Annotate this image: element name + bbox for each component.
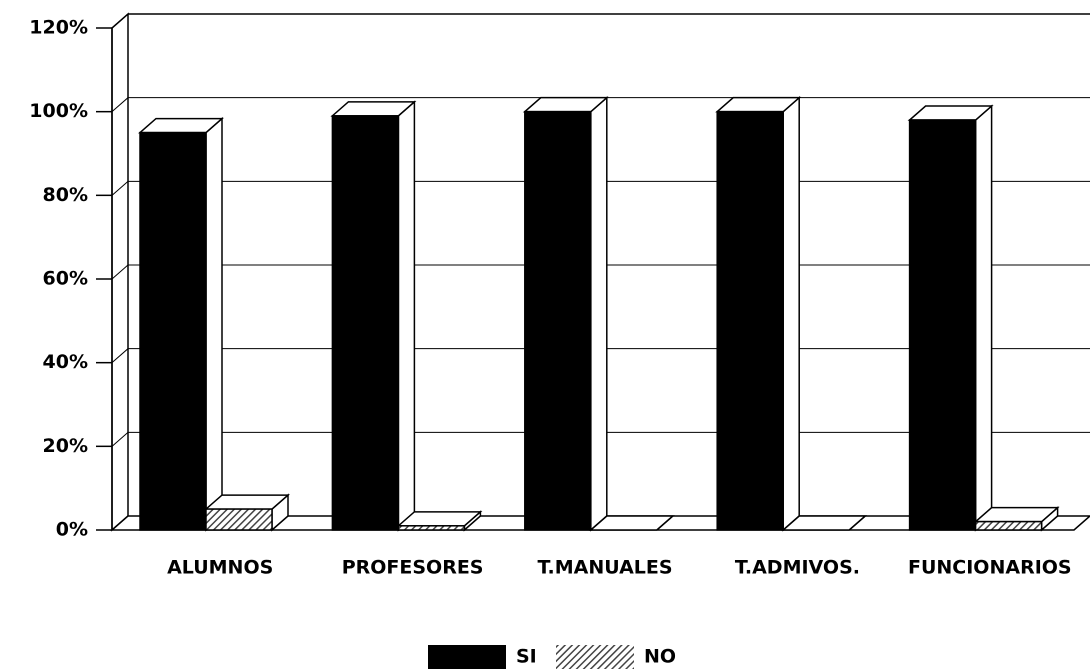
grid-line-side (111, 97, 129, 113)
bar (331, 115, 400, 531)
x-tick-label: ALUMNOS (167, 557, 273, 579)
legend-label: SI (516, 646, 537, 668)
y-tick-label: 60% (43, 268, 88, 290)
grid-line-side (111, 264, 129, 280)
bar-side (782, 96, 800, 532)
y-tick-label: 100% (29, 100, 88, 122)
bar (205, 508, 273, 531)
x-tick-label: T.ADMIVOS. (735, 557, 860, 579)
legend-swatch (428, 645, 506, 669)
bar-top (588, 515, 675, 531)
grid-line-side (111, 515, 129, 531)
grid-line-side (111, 431, 129, 447)
grid-line-side (111, 13, 129, 29)
bar-side (590, 96, 608, 532)
y-tick-label: 120% (29, 17, 88, 39)
bar (716, 110, 784, 531)
y-tick-label: 20% (43, 435, 88, 457)
bar-side (205, 116, 223, 532)
y-tick-label: 80% (43, 184, 88, 206)
bar (974, 520, 1043, 531)
y-tick-label: 40% (43, 351, 88, 373)
bar (908, 119, 977, 531)
x-tick-label: PROFESORES (342, 557, 484, 579)
bar-side (397, 100, 416, 532)
y-tick-label: 0% (56, 519, 88, 541)
legend-swatch (556, 645, 634, 669)
x-tick-label: T.MANUALES (537, 557, 672, 579)
grid-line-side (111, 348, 129, 364)
bar-top (781, 515, 868, 531)
bar (139, 131, 207, 531)
grid-line-side (111, 180, 129, 196)
legend-label: NO (644, 646, 676, 668)
bar-side (974, 104, 993, 532)
x-tick-label: FUNCIONARIOS (908, 557, 1072, 579)
bar (397, 525, 466, 531)
bar (524, 110, 592, 531)
